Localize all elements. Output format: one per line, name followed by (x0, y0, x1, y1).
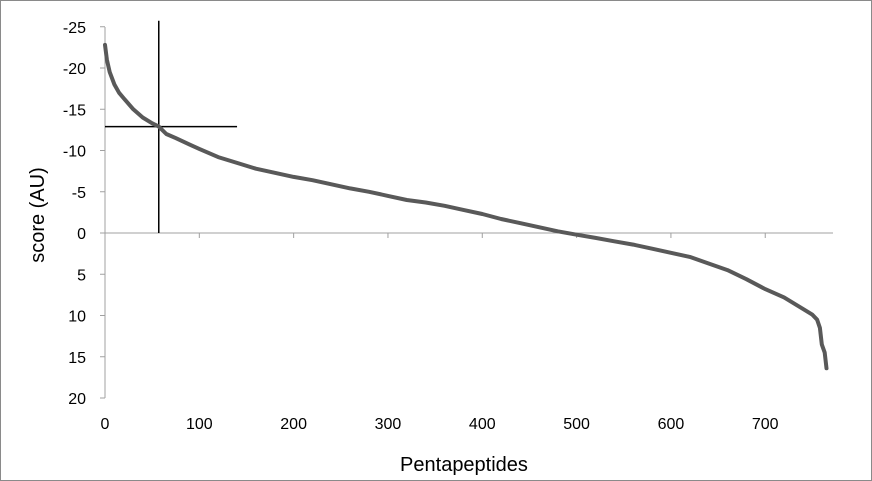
y-tick-label: -5 (72, 185, 86, 202)
y-tick-label: -25 (63, 20, 86, 37)
x-axis-title: Pentapeptides (400, 454, 528, 476)
y-tick-label: -20 (63, 61, 86, 78)
x-tick-label: 100 (186, 416, 213, 433)
y-tick-label: 15 (68, 350, 86, 367)
x-tick-label: 500 (563, 416, 590, 433)
x-tick-labels: 0 100 200 300 400 500 600 700 (101, 416, 779, 433)
x-tick-label: 600 (658, 416, 685, 433)
x-tick-label: 700 (752, 416, 779, 433)
x-tick-label: 300 (375, 416, 402, 433)
score-series-line (103, 42, 829, 371)
y-tick-label: 0 (77, 226, 86, 243)
series-group (103, 42, 829, 371)
y-tick-label: 10 (68, 309, 86, 326)
y-tick-label: -15 (63, 102, 86, 119)
y-tick-label: 20 (68, 391, 86, 408)
x-tick-label: 200 (280, 416, 307, 433)
y-axis-title: score (AU) (27, 167, 49, 263)
ticks (100, 26, 766, 399)
y-tick-label: 5 (77, 267, 86, 284)
y-tick-labels: -25 -20 -15 -10 -5 0 5 10 15 20 (63, 20, 86, 408)
y-tick-label: -10 (63, 144, 86, 161)
x-tick-label: 400 (469, 416, 496, 433)
crosshair-annotation (105, 20, 238, 233)
axes (104, 27, 833, 398)
x-tick-label: 0 (101, 416, 110, 433)
